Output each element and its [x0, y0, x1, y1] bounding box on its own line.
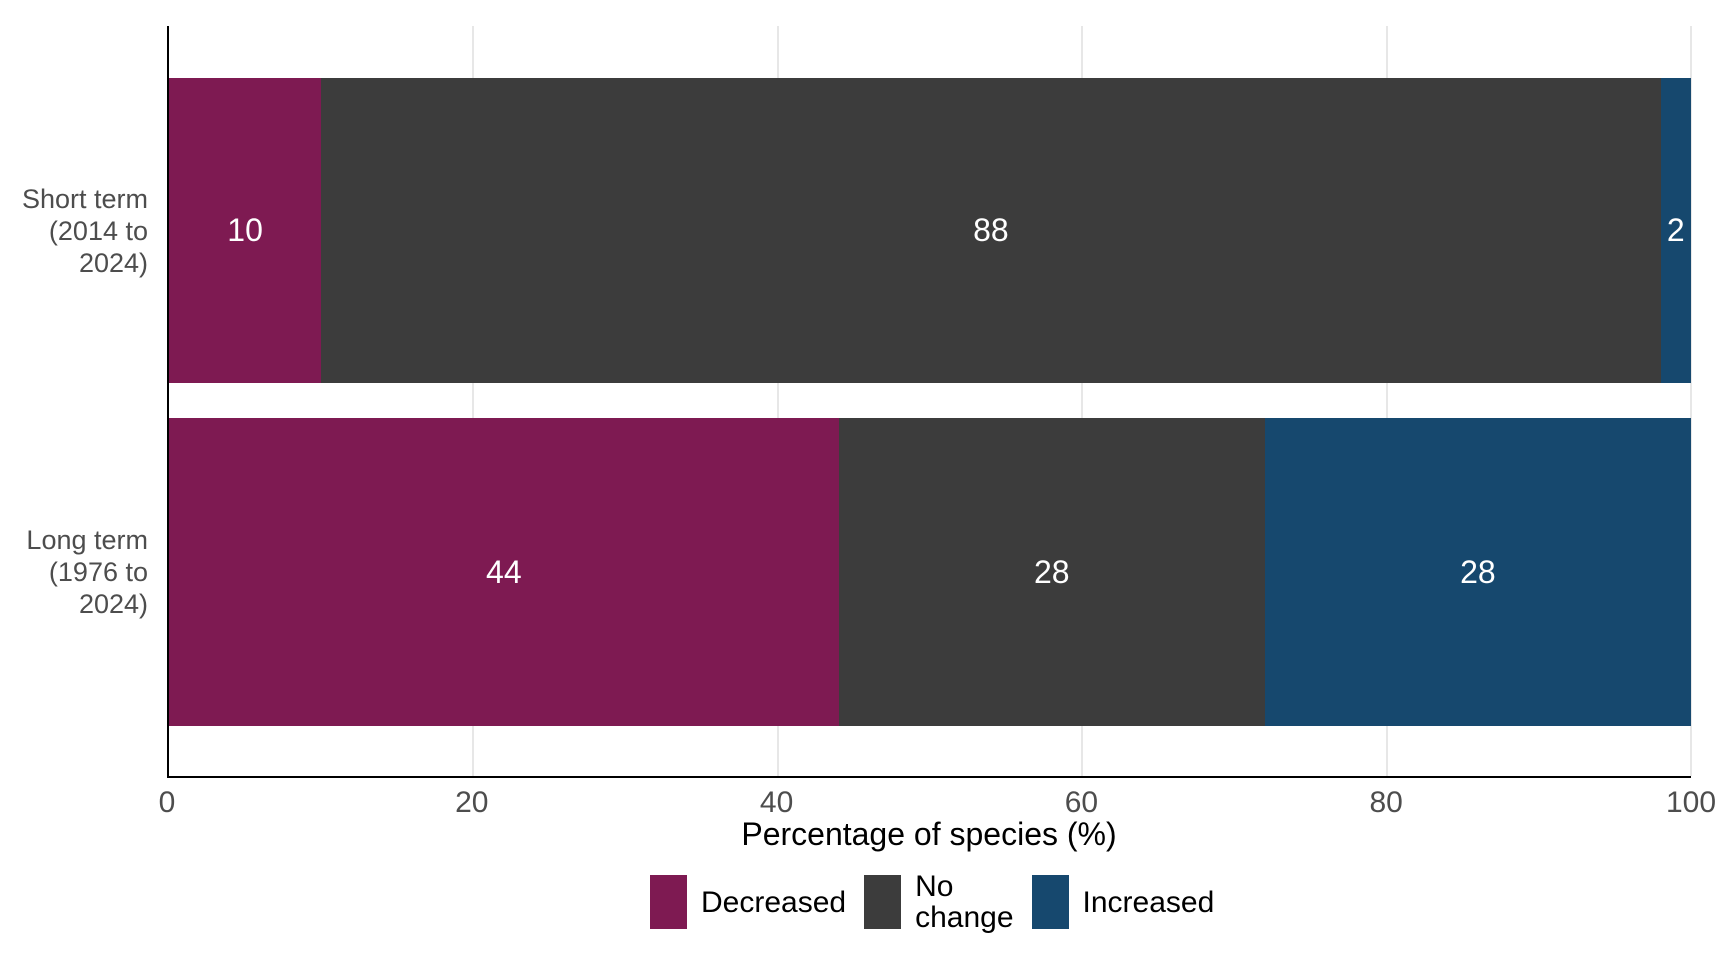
x-tick-label: 100 [1665, 786, 1717, 819]
bar-segment-increased: 28 [1264, 418, 1691, 726]
legend-label-no-change: No change [915, 870, 1014, 934]
x-tick-label: 60 [1064, 786, 1099, 819]
x-axis-title: Percentage of species (%) [741, 816, 1117, 852]
legend-swatch-decreased [650, 875, 687, 929]
bar-value-label: 2 [1666, 212, 1685, 248]
bar-value-label: 44 [486, 553, 522, 590]
legend-item-increased: Increased [1031, 875, 1215, 929]
legend: Decreased No change Increased [650, 871, 1214, 933]
bar-value-label: 28 [1033, 553, 1070, 590]
legend-item-no-change: No change [864, 870, 1014, 934]
bar-value-label: 28 [1460, 553, 1496, 590]
gridline [776, 26, 779, 776]
bar-segment-no-change: 88 [321, 78, 1661, 383]
y-axis-category-label-long-term: Long term (1976 to 2024) [26, 525, 148, 619]
gridline [1690, 26, 1692, 776]
legend-label-increased: Increased [1082, 885, 1215, 919]
bar-segment-no-change: 28 [838, 418, 1265, 726]
bar-segment-decreased: 44 [169, 418, 839, 726]
legend-label-decreased: Decreased [701, 885, 847, 919]
x-tick-label: 0 [158, 786, 176, 819]
bar-row-long-term: 44 28 28 [169, 418, 1691, 726]
bar-value-label: 10 [227, 212, 263, 248]
x-tick-label: 80 [1369, 786, 1403, 819]
plot-panel: 10 88 2 44 28 28 [167, 26, 1692, 778]
gridline [472, 26, 475, 776]
bar-value-label: 88 [973, 212, 1009, 248]
y-axis-category-label-short-term: Short term (2014 to 2024) [21, 183, 148, 278]
bar-row-short-term: 10 88 2 [169, 78, 1691, 383]
legend-swatch-increased [1031, 875, 1069, 929]
legend-item-decreased: Decreased [650, 875, 846, 929]
x-tick-label: 40 [759, 786, 794, 819]
bar-segment-increased: 2 [1660, 78, 1691, 383]
legend-swatch-no-change [864, 875, 902, 929]
gridline [1385, 26, 1388, 776]
x-tick-label: 20 [455, 786, 489, 819]
gridline [1081, 26, 1084, 776]
bar-segment-decreased: 10 [169, 78, 322, 383]
